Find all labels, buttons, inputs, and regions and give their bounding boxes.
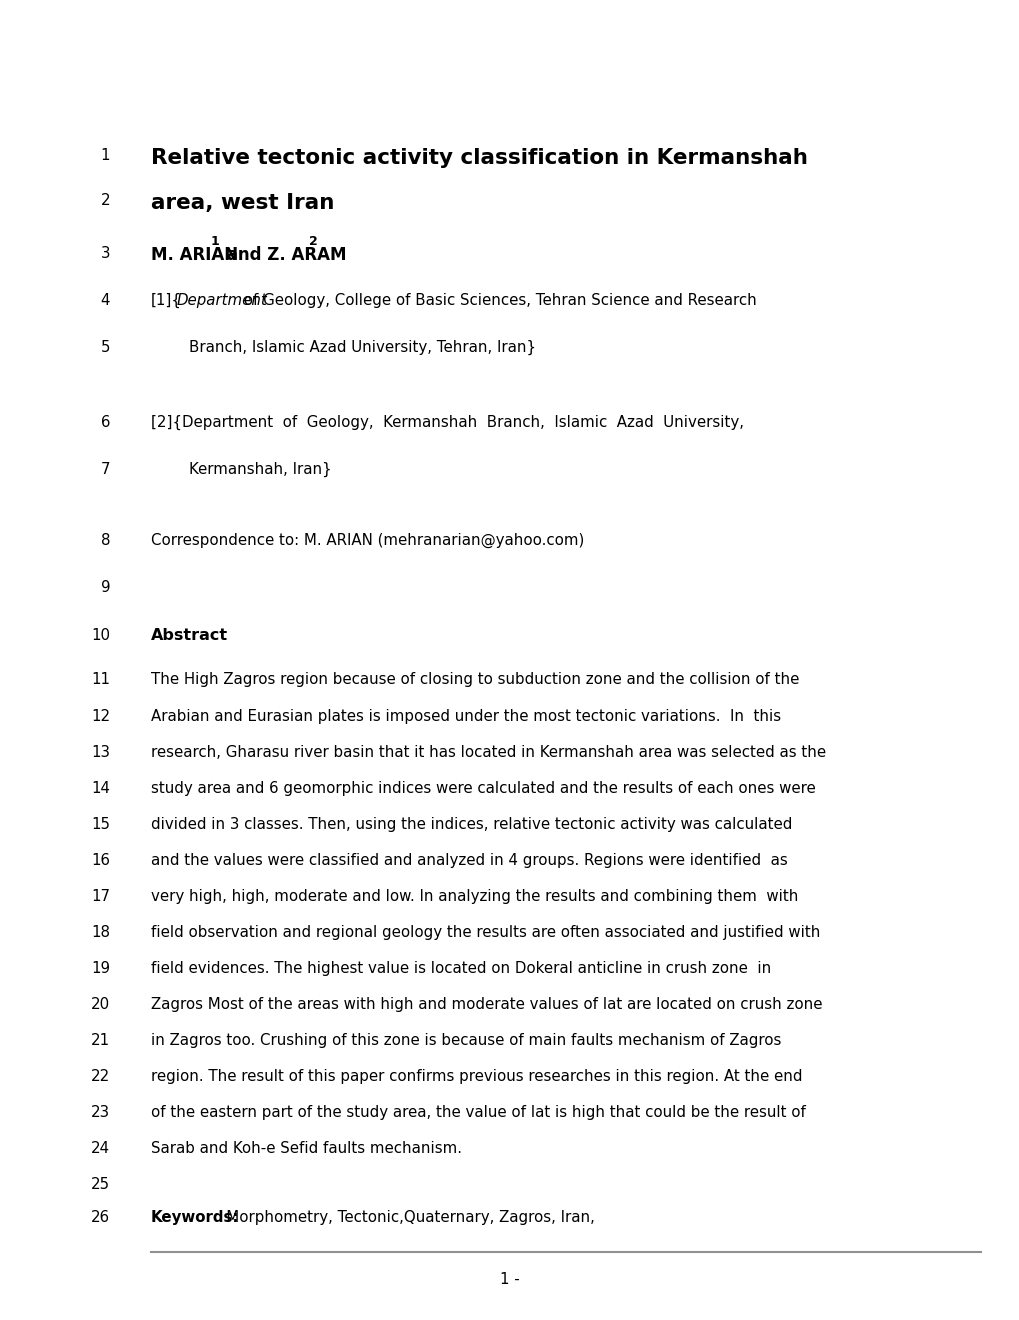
Text: 21: 21 bbox=[91, 1034, 110, 1048]
Text: 23: 23 bbox=[91, 1105, 110, 1119]
Text: 22: 22 bbox=[91, 1069, 110, 1084]
Text: Abstract: Abstract bbox=[151, 628, 228, 643]
Text: and Z. ARAM: and Z. ARAM bbox=[220, 246, 346, 264]
Text: 1: 1 bbox=[210, 235, 219, 248]
Text: Department: Department bbox=[176, 293, 267, 308]
Text: and the values were classified and analyzed in 4 groups. Regions were identified: and the values were classified and analy… bbox=[151, 853, 787, 869]
Text: field observation and regional geology the results are often associated and just: field observation and regional geology t… bbox=[151, 925, 819, 940]
Text: 18: 18 bbox=[91, 925, 110, 940]
Text: 1: 1 bbox=[101, 148, 110, 162]
Text: Kermanshah, Iran}: Kermanshah, Iran} bbox=[189, 462, 331, 478]
Text: 16: 16 bbox=[91, 853, 110, 869]
Text: 10: 10 bbox=[91, 628, 110, 643]
Text: 3: 3 bbox=[101, 246, 110, 261]
Text: Branch, Islamic Azad University, Tehran, Iran}: Branch, Islamic Azad University, Tehran,… bbox=[189, 341, 535, 355]
Text: 14: 14 bbox=[91, 781, 110, 796]
Text: Zagros Most of the areas with high and moderate values of Iat are located on cru: Zagros Most of the areas with high and m… bbox=[151, 997, 821, 1012]
Text: study area and 6 geomorphic indices were calculated and the results of each ones: study area and 6 geomorphic indices were… bbox=[151, 781, 815, 796]
Text: 1 -: 1 - bbox=[499, 1272, 520, 1287]
Text: 2: 2 bbox=[309, 235, 318, 248]
Text: Keywords:: Keywords: bbox=[151, 1210, 239, 1225]
Text: 9: 9 bbox=[101, 579, 110, 595]
Text: 26: 26 bbox=[91, 1210, 110, 1225]
Text: of the eastern part of the study area, the value of Iat is high that could be th: of the eastern part of the study area, t… bbox=[151, 1105, 805, 1119]
Text: divided in 3 classes. Then, using the indices, relative tectonic activity was ca: divided in 3 classes. Then, using the in… bbox=[151, 817, 792, 832]
Text: 7: 7 bbox=[101, 462, 110, 477]
Text: 11: 11 bbox=[91, 672, 110, 686]
Text: region. The result of this paper confirms previous researches in this region. At: region. The result of this paper confirm… bbox=[151, 1069, 802, 1084]
Text: field evidences. The highest value is located on Dokeral anticline in crush zone: field evidences. The highest value is lo… bbox=[151, 961, 770, 975]
Text: in Zagros too. Crushing of this zone is because of main faults mechanism of Zagr: in Zagros too. Crushing of this zone is … bbox=[151, 1034, 781, 1048]
Text: Arabian and Eurasian plates is imposed under the most tectonic variations.  In  : Arabian and Eurasian plates is imposed u… bbox=[151, 709, 781, 723]
Text: Correspondence to: M. ARIAN (mehranarian@yahoo.com): Correspondence to: M. ARIAN (mehranarian… bbox=[151, 533, 584, 548]
Text: 2: 2 bbox=[101, 193, 110, 209]
Text: 19: 19 bbox=[91, 961, 110, 975]
Text: 17: 17 bbox=[91, 888, 110, 904]
Text: 13: 13 bbox=[91, 744, 110, 760]
Text: M. ARIAN: M. ARIAN bbox=[151, 246, 237, 264]
Text: 4: 4 bbox=[101, 293, 110, 308]
Text: research, Gharasu river basin that it has located in Kermanshah area was selecte: research, Gharasu river basin that it ha… bbox=[151, 744, 825, 760]
Text: very high, high, moderate and low. In analyzing the results and combining them  : very high, high, moderate and low. In an… bbox=[151, 888, 798, 904]
Text: [2]{Department  of  Geology,  Kermanshah  Branch,  Islamic  Azad  University,: [2]{Department of Geology, Kermanshah Br… bbox=[151, 414, 743, 430]
Text: 20: 20 bbox=[91, 997, 110, 1012]
Text: area, west Iran: area, west Iran bbox=[151, 193, 334, 213]
Text: 24: 24 bbox=[91, 1140, 110, 1156]
Text: The High Zagros region because of closing to subduction zone and the collision o: The High Zagros region because of closin… bbox=[151, 672, 799, 686]
Text: 8: 8 bbox=[101, 533, 110, 548]
Text: Morphometry, Tectonic,Quaternary, Zagros, Iran,: Morphometry, Tectonic,Quaternary, Zagros… bbox=[212, 1210, 595, 1225]
Text: Sarab and Koh-e Sefid faults mechanism.: Sarab and Koh-e Sefid faults mechanism. bbox=[151, 1140, 462, 1156]
Text: Relative tectonic activity classification in Kermanshah: Relative tectonic activity classificatio… bbox=[151, 148, 807, 168]
Text: 5: 5 bbox=[101, 341, 110, 355]
Text: of Geology, College of Basic Sciences, Tehran Science and Research: of Geology, College of Basic Sciences, T… bbox=[238, 293, 756, 308]
Text: 15: 15 bbox=[91, 817, 110, 832]
Text: 25: 25 bbox=[91, 1177, 110, 1192]
Text: 6: 6 bbox=[101, 414, 110, 430]
Text: [1]{: [1]{ bbox=[151, 293, 181, 308]
Text: 12: 12 bbox=[91, 709, 110, 723]
